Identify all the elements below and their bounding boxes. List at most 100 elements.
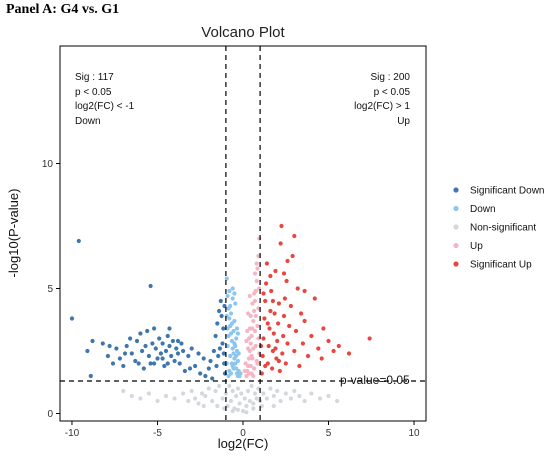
data-point-significant-up [265, 361, 270, 366]
data-point-significant-up [293, 328, 299, 334]
data-point-non-significant [292, 388, 297, 394]
data-point-significant-down [196, 351, 201, 356]
annotation-right-line: Sig : 200 [371, 72, 411, 83]
data-point-significant-up [276, 301, 281, 306]
data-point-significant-down [160, 356, 165, 361]
data-point-significant-down [157, 336, 162, 341]
data-point-non-significant [268, 386, 273, 391]
data-point-significant-down [213, 333, 218, 339]
data-point-up [242, 368, 247, 374]
data-point-significant-up [279, 223, 284, 229]
data-point-significant-down [162, 363, 167, 369]
legend-label: Non-significant [470, 223, 536, 234]
annotation-right-line: log2(FC) > 1 [354, 101, 410, 112]
data-point-significant-down [152, 361, 157, 366]
data-point-non-significant [235, 386, 240, 391]
data-point-significant-down [215, 321, 220, 326]
data-point-down [232, 318, 237, 324]
data-point-significant-down [175, 351, 181, 356]
data-point-down [226, 373, 231, 379]
annotation-left: Sig : 117 p < 0.05 log2(FC) < -1 Down [75, 72, 135, 127]
data-point-non-significant [163, 393, 169, 399]
data-point-significant-up [275, 338, 280, 344]
data-point-non-significant [220, 396, 225, 401]
data-point-significant-down [117, 356, 122, 361]
data-point-non-significant [201, 403, 206, 409]
data-point-significant-down [220, 341, 225, 346]
data-point-significant-down [186, 353, 191, 359]
data-point-significant-up [270, 366, 275, 371]
data-point-significant-up [263, 298, 268, 304]
data-point-significant-down [172, 358, 177, 364]
data-point-up [246, 311, 251, 316]
data-point-significant-up [269, 288, 274, 294]
chart-title: Volcano Plot [201, 24, 285, 41]
data-point-up [256, 306, 261, 311]
data-point-non-significant [297, 393, 302, 399]
data-point-significant-down [177, 361, 182, 366]
data-point-non-significant [206, 386, 211, 391]
data-point-significant-down [121, 363, 126, 369]
data-point-non-significant [172, 396, 177, 401]
data-point-significant-up [346, 351, 352, 356]
data-point-significant-up [261, 291, 266, 296]
data-point-non-significant [189, 388, 194, 394]
legend-label: Up [470, 241, 483, 252]
data-point-significant-down [219, 313, 224, 319]
data-point-non-significant [199, 391, 205, 396]
data-point-significant-up [259, 371, 264, 376]
data-point-non-significant [275, 388, 280, 394]
data-point-significant-down [107, 343, 112, 349]
y-tick-label: 0 [47, 409, 53, 420]
data-point-significant-up [283, 361, 288, 366]
data-point-significant-up [287, 323, 292, 329]
annotation-left-line: Sig : 117 [75, 72, 114, 83]
data-point-non-significant [246, 388, 251, 394]
data-point-non-significant [222, 406, 227, 411]
data-point-significant-up [312, 296, 317, 301]
annotation-left-line: Down [75, 116, 101, 127]
data-point-significant-down [163, 348, 169, 354]
data-point-up [250, 356, 255, 361]
data-point-non-significant [227, 383, 232, 389]
data-point-non-significant [138, 396, 143, 401]
data-point-significant-down [114, 346, 119, 351]
data-point-significant-down [146, 353, 151, 359]
data-point-significant-down [76, 238, 81, 244]
legend-label: Down [470, 204, 496, 215]
data-point-non-significant [256, 386, 261, 391]
data-point-significant-down [88, 373, 93, 379]
data-point-significant-down [214, 363, 219, 369]
data-point-significant-up [261, 336, 266, 341]
data-point-non-significant [317, 396, 323, 401]
data-point-down [232, 291, 237, 296]
data-point-significant-down [140, 348, 145, 354]
axes: -10 -5 0 5 10 0 5 10 [42, 159, 420, 439]
data-point-significant-down [203, 373, 208, 379]
data-point-non-significant [186, 398, 191, 404]
data-point-significant-up [302, 318, 307, 324]
data-point-non-significant [210, 398, 215, 404]
y-tick-label: 10 [42, 159, 54, 170]
data-point-non-significant [259, 403, 264, 409]
data-point-down [228, 311, 234, 316]
data-point-significant-up [273, 268, 278, 274]
data-point-up [252, 328, 258, 334]
x-tick-label: 5 [326, 428, 332, 439]
data-point-up [249, 333, 254, 339]
data-point-non-significant [225, 403, 230, 409]
data-point-up [246, 371, 252, 376]
data-point-significant-up [266, 343, 271, 349]
data-point-down [233, 343, 238, 349]
data-point-significant-down [170, 338, 175, 344]
data-point-non-significant [235, 407, 240, 412]
data-point-significant-up [319, 356, 324, 361]
data-point-significant-up [299, 311, 304, 316]
annotation-left-line: p < 0.05 [75, 87, 112, 98]
data-point-significant-down [211, 348, 216, 354]
data-point-significant-up [302, 288, 307, 294]
data-point-down [231, 366, 236, 371]
data-point-non-significant [240, 408, 246, 414]
legend-label: Significant Down [470, 186, 544, 197]
data-point-down [238, 371, 243, 376]
